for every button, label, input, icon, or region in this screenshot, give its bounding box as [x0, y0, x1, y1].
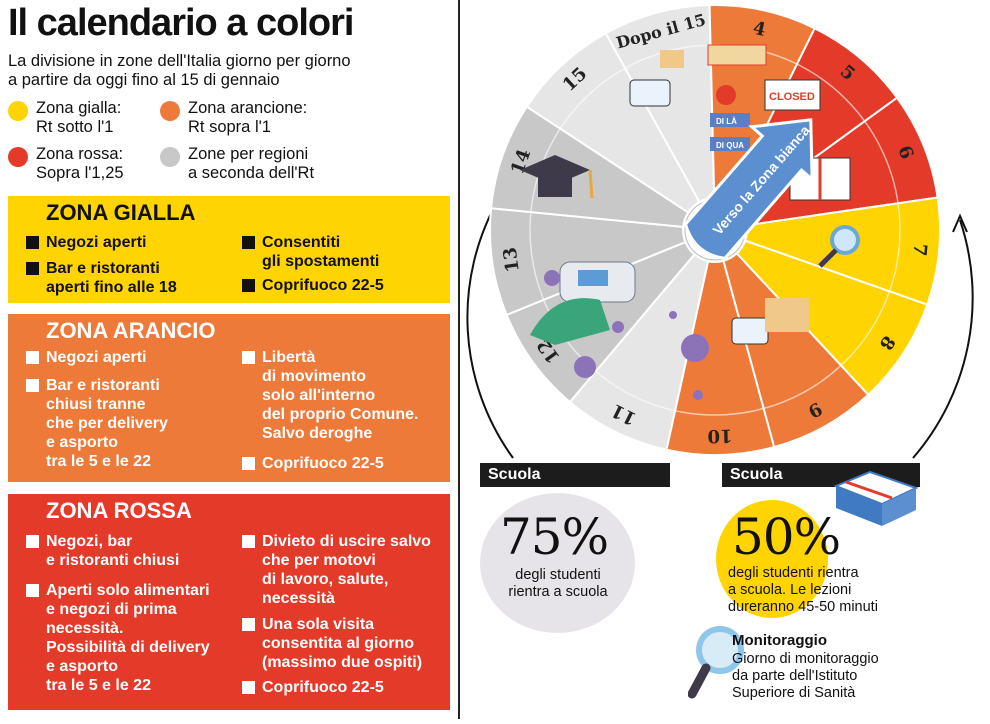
list-item: Aperti solo alimentari e negozi di prima n…	[26, 581, 210, 695]
subtitle-line: La divisione in zone dell'Italia giorno …	[8, 52, 351, 70]
legend-grey-dot	[160, 147, 180, 167]
day-label: 10	[707, 425, 733, 447]
thermometer-gun-icon	[530, 261, 636, 345]
calendar-wheel-area: Dopo il 15 4 5 6 7 8 9 10 11 12 13 14 15	[460, 0, 990, 719]
list-item: Coprifuoco 22-5	[242, 454, 384, 473]
school-right-pct: 50%	[732, 508, 841, 566]
legend-red: Zona rossa: Sopra l'1,25	[36, 145, 124, 182]
school-left-text: degli studenti rientra a scuola	[508, 567, 608, 600]
list-item: Negozi aperti	[26, 233, 146, 252]
list-item: Bar e ristoranti chiusi tranne che per del…	[26, 376, 168, 471]
divider	[458, 0, 460, 719]
day-label: 7	[908, 243, 930, 257]
school-right-text: degli studenti rientra a scuola. Le lezio…	[728, 565, 878, 615]
book-icon	[833, 470, 919, 526]
list-item: Coprifuoco 22-5	[242, 678, 384, 697]
wheel-sector	[525, 31, 701, 214]
graduation-cap-icon	[520, 155, 594, 199]
list-item: Libertà di movimento solo all'interno del p…	[242, 348, 418, 443]
zona-gialla-title: ZONA GIALLA	[46, 200, 196, 225]
subtitle-line: a partire da oggi fino al 15 di gennaio	[8, 71, 280, 89]
left-arrow-arc	[466, 199, 514, 459]
wheel-sector	[722, 252, 870, 449]
wheel-sector	[735, 239, 929, 397]
zona-gialla-box: ZONA GIALLA Negozi aperti Bar e ristoran…	[8, 196, 450, 303]
zona-arancio-title: ZONA ARANCIO	[46, 318, 216, 343]
zona-rossa-title: ZONA ROSSA	[46, 498, 192, 523]
school-left-circle	[480, 493, 635, 633]
right-arrow-arc	[912, 219, 974, 459]
closed-sign-icon: CLOSED	[764, 79, 821, 111]
wheel-sector	[665, 259, 776, 456]
legend-yellow-dot	[8, 101, 28, 121]
legend-orange: Zona arancione: Rt sopra l'1	[188, 99, 308, 136]
list-item: Coprifuoco 22-5	[242, 276, 384, 295]
awning-icon	[707, 44, 767, 66]
legend-orange-dot	[160, 101, 180, 121]
page-title: Il calendario a colori	[8, 2, 354, 44]
wheel-sector	[568, 253, 710, 451]
direction-sign-icon: DI LÀ DI QUA	[710, 85, 750, 151]
school-left-bar: Scuola	[480, 463, 670, 487]
svg-text:CLOSED: CLOSED	[769, 91, 815, 103]
list-item: Divieto di uscire salvo che per motovi di …	[242, 532, 431, 608]
monitoraggio-text: Giorno di monitoraggio da parte dell'Isti…	[732, 651, 879, 701]
package-icon	[660, 50, 809, 332]
list-item: Negozi aperti	[26, 348, 146, 367]
svg-text:DI LÀ: DI LÀ	[716, 117, 737, 126]
list-item: Negozi, bar e ristoranti chiusi	[26, 532, 179, 570]
zona-arancio-box: ZONA ARANCIO Negozi aperti Bar e ristora…	[8, 314, 450, 482]
list-item: Una sola visita consentita al giorno (mass…	[242, 615, 422, 672]
legend-red-dot	[8, 147, 28, 167]
monitoraggio-title: Monitoraggio	[732, 632, 827, 649]
magnifier-icon	[688, 626, 744, 699]
legend-grey: Zone per regioni a seconda dell'Rt	[188, 145, 315, 182]
day-label: 13	[499, 246, 523, 274]
subtitle: La divisione in zone dell'Italia giorno …	[8, 52, 428, 90]
right-arrow-head	[952, 213, 968, 233]
zona-rossa-box: ZONA ROSSA Negozi, bar e ristoranti chius…	[8, 494, 450, 710]
svg-text:DI QUA: DI QUA	[716, 141, 744, 150]
legend-yellow: Zona gialla: Rt sotto l'1	[36, 99, 122, 136]
list-item: Bar e ristoranti aperti fino alle 18	[26, 259, 177, 297]
school-right-circle	[716, 500, 828, 618]
magnifier-icon	[818, 225, 860, 268]
school-left-pct: 75%	[500, 508, 609, 566]
virus-icon	[544, 270, 709, 400]
list-item: Consentiti gli spostamenti	[242, 233, 379, 271]
day-label: 4	[751, 18, 768, 41]
